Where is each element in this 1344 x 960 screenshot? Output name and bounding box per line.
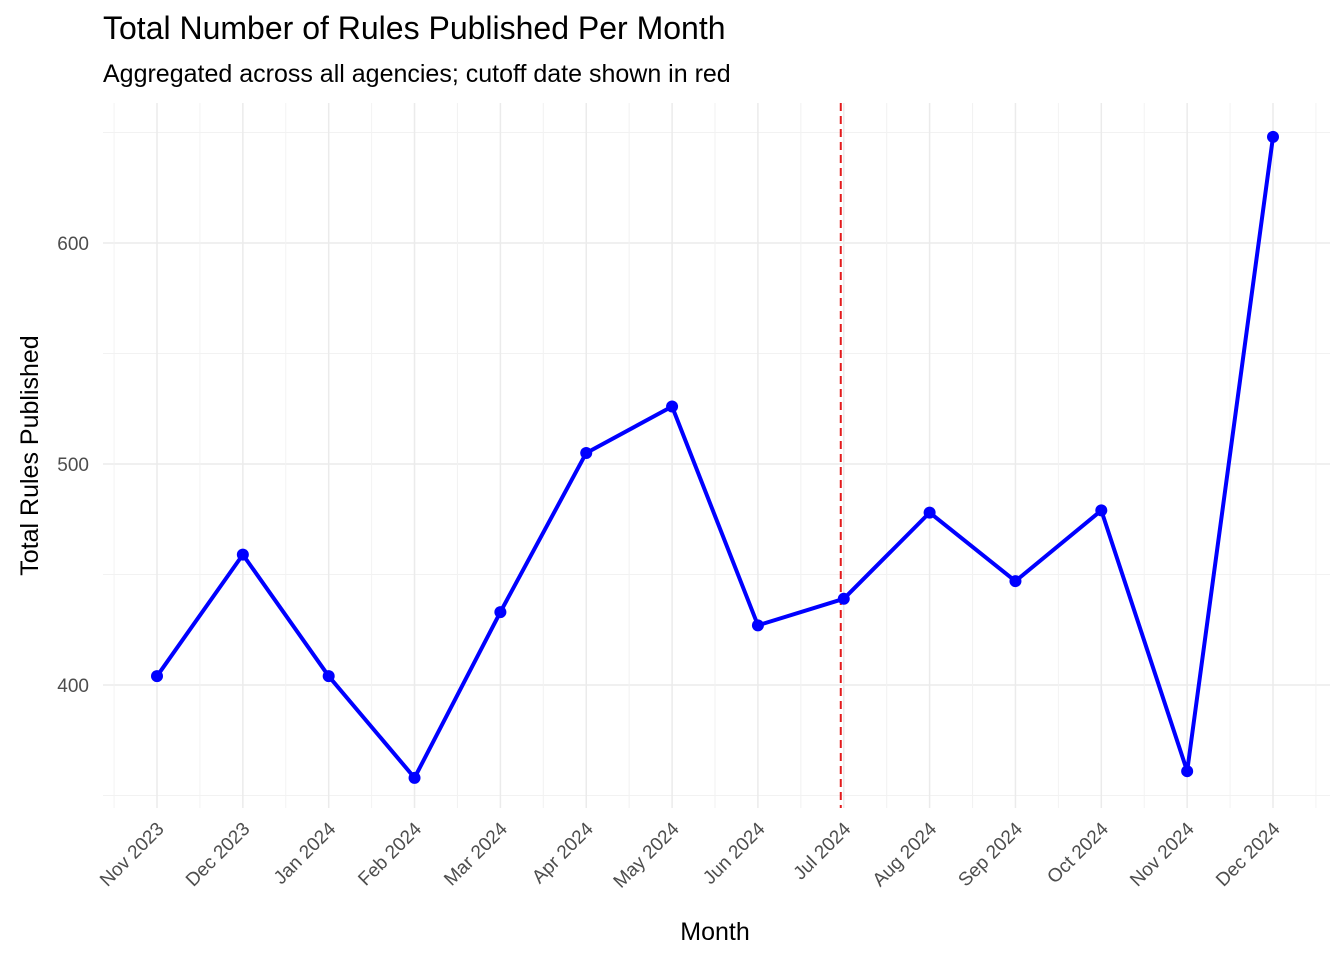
x-tick-label: Dec 2023	[182, 819, 254, 891]
x-tick-label: Apr 2024	[528, 818, 598, 888]
series-layer	[151, 130, 1279, 784]
series-line	[155, 136, 1275, 780]
y-tick-label: 500	[57, 455, 89, 476]
y-tick-label: 600	[57, 234, 89, 255]
y-tick-label: 400	[57, 676, 89, 697]
data-point	[1267, 130, 1279, 143]
x-tick-label: Aug 2024	[869, 818, 942, 891]
x-axis-title: Month	[680, 918, 749, 946]
data-point	[494, 606, 507, 619]
data-point	[580, 446, 593, 459]
data-point	[1095, 504, 1108, 517]
x-tick-label: Jul 2024	[790, 818, 856, 884]
data-point	[837, 592, 850, 605]
y-axis-title: Total Rules Published	[16, 335, 44, 575]
x-tick-label: Feb 2024	[354, 818, 426, 890]
x-tick-label: Dec 2024	[1212, 818, 1285, 891]
data-point	[923, 506, 936, 519]
data-point	[751, 619, 764, 632]
chart-subtitle: Aggregated across all agencies; cutoff d…	[103, 60, 731, 88]
data-point	[408, 771, 421, 784]
x-tick-label: Nov 2024	[1126, 818, 1199, 891]
x-tick-label: Oct 2024	[1043, 818, 1113, 888]
x-tick-label: Nov 2023	[96, 819, 168, 891]
x-tick-label: Mar 2024	[440, 818, 512, 890]
data-point	[666, 400, 679, 413]
x-tick-labels: Nov 2023 Dec 2023 Jan 2024 Feb 2024 Mar 2024…	[96, 818, 1285, 892]
x-tick-label: Jan 2024	[270, 818, 340, 888]
x-tick-label: Sep 2024	[955, 818, 1028, 891]
x-tick-label: Jun 2024	[699, 818, 769, 888]
data-point	[1181, 765, 1194, 778]
x-tick-label: May 2024	[610, 818, 684, 892]
grid-layer	[103, 103, 1330, 808]
data-point	[151, 670, 163, 683]
data-point	[1009, 575, 1022, 588]
chart-title: Total Number of Rules Published Per Mont…	[103, 10, 726, 46]
y-tick-labels: 400 500 600	[57, 234, 89, 697]
data-point	[236, 548, 249, 561]
data-point	[322, 670, 335, 683]
